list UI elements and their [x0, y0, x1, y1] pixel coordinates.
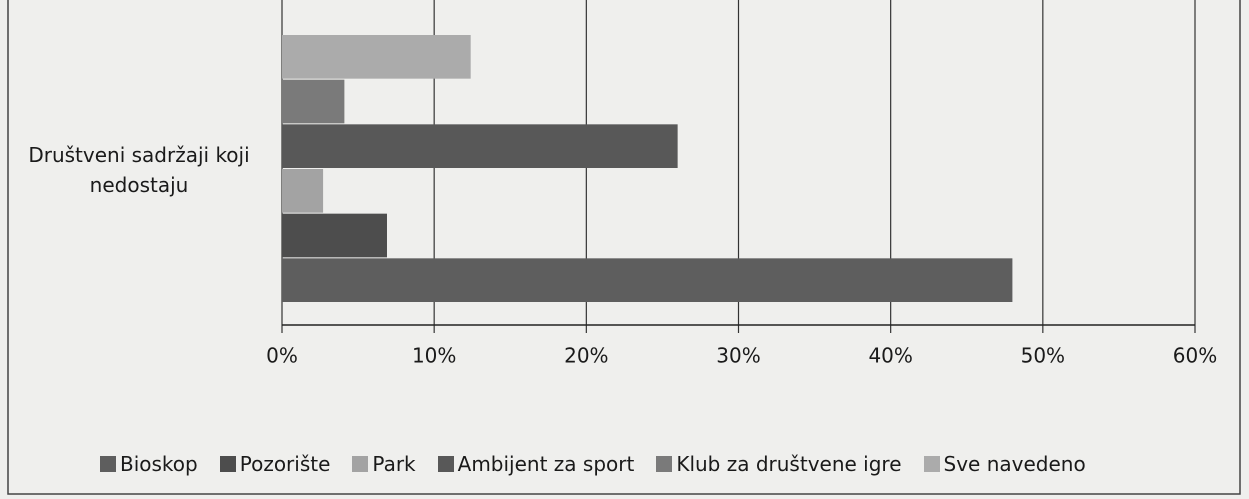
x-tick-label: 40%: [868, 344, 912, 368]
chart-frame: [7, 0, 1241, 495]
legend-label: Bioskop: [120, 452, 198, 476]
bar: [282, 169, 324, 213]
legend-item: Ambijent za sport: [437, 452, 635, 476]
legend-swatch: [923, 456, 940, 472]
legend-item: Sve navedeno: [923, 452, 1086, 476]
legend-swatch: [100, 456, 116, 472]
bar: [282, 258, 1013, 302]
legend-label: Pozorište: [239, 452, 331, 476]
bar: [282, 213, 387, 258]
legend-swatch: [437, 456, 454, 472]
legend-item: Pozorište: [219, 452, 331, 476]
legend-item: Bioskop: [100, 452, 198, 476]
bar: [282, 124, 678, 168]
legend-item: Klub za društvene igre: [656, 452, 902, 476]
legend: Bioskop Pozorište Park Ambijent za sport Klu…: [100, 452, 1086, 476]
x-tick-label: 30%: [716, 344, 760, 368]
x-tick-label: 50%: [1021, 344, 1065, 368]
x-tick-label: 0%: [266, 344, 298, 368]
legend-swatch: [656, 456, 673, 472]
legend-label: Ambijent za sport: [457, 452, 635, 476]
legend-item: Park: [352, 452, 416, 476]
legend-swatch: [219, 456, 236, 472]
legend-label: Park: [372, 452, 416, 476]
legend-label: Sve navedeno: [943, 452, 1086, 476]
category-label: Društveni sadržaji koji nedostaju: [28, 143, 250, 197]
bar: [282, 35, 471, 79]
legend-swatch: [352, 456, 369, 472]
bar: [282, 79, 345, 124]
legend-label: Klub za društvene igre: [676, 452, 902, 476]
x-tick-label: 60%: [1173, 344, 1217, 368]
x-tick-label: 20%: [564, 344, 608, 368]
x-tick-label: 10%: [412, 344, 456, 368]
